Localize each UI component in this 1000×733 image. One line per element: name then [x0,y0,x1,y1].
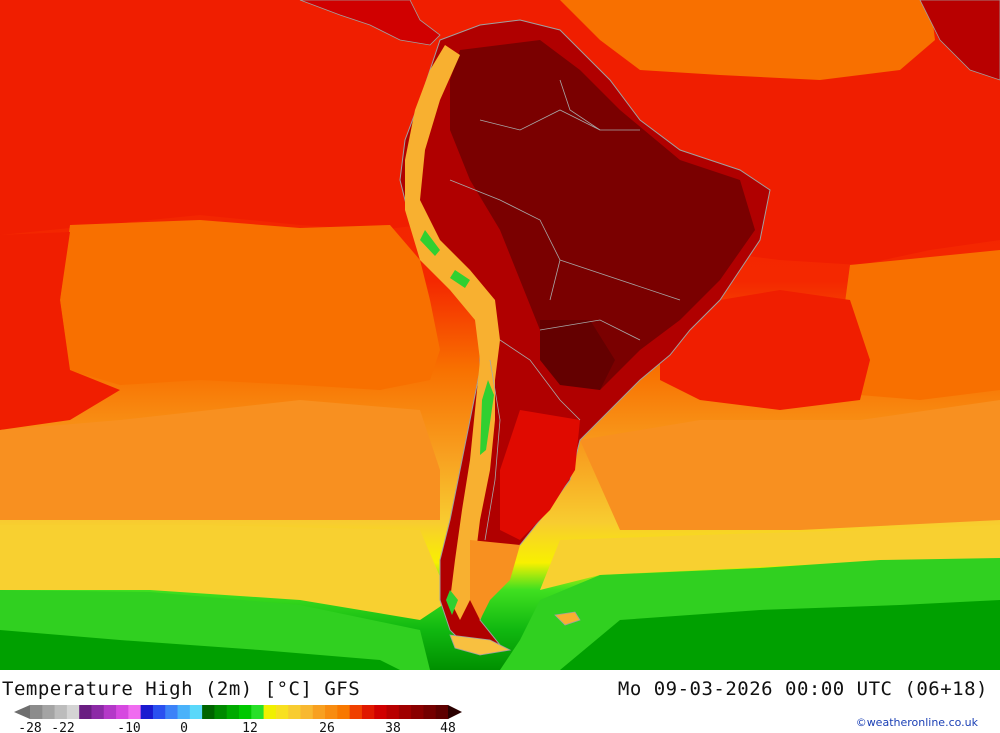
orange-south-band-east [580,400,1000,530]
legend-swatch [214,705,228,719]
legend-swatch [263,705,277,719]
legend-swatch [152,705,166,719]
legend-swatch [374,705,388,719]
legend-swatch [251,705,265,719]
legend-swatch [312,705,326,719]
legend-tick-label: -28 [18,721,41,733]
patagonia [470,540,520,620]
map-title: Temperature High (2m) [°C] GFS [2,678,361,700]
orange-south-atlantic [840,250,1000,400]
red-atlantic-band [660,290,870,410]
central-america [299,0,441,46]
legend-swatch [140,705,154,719]
legend-swatch [91,705,105,719]
legend-swatch [337,705,351,719]
hot-interior-amazon [450,40,755,390]
legend-tick-label: 38 [385,721,401,733]
yellow-south-band [0,525,450,620]
legend-swatch [349,705,363,719]
legend-swatch [325,705,338,719]
legend-swatch [288,705,301,719]
legend-swatch [103,705,117,719]
legend-swatch [226,705,240,719]
legend-swatch [239,705,252,719]
caribbean-island [919,0,1000,81]
credit-link[interactable]: ©weatheronline.co.uk [855,716,978,729]
pampas-red [500,410,580,540]
hot-core-chaco [540,320,615,390]
legend-left-arrow [14,705,30,719]
legend-swatch [398,705,412,719]
orange-east-pacific [60,220,440,390]
yellow-south-band-east [540,525,1000,590]
orange-north-atlantic [560,0,935,80]
legend-tick-label: -10 [117,721,140,733]
tierra-del-fuego [449,634,512,656]
footer [0,670,1000,733]
legend-swatch [177,705,191,719]
red-pacific-band [0,232,120,430]
map-datetime: Mo 09-03-2026 00:00 UTC (06+18) [617,678,988,700]
legend-swatch [423,705,437,719]
legend-swatch [202,705,215,719]
andes-strip [405,45,500,620]
legend-swatch [275,705,289,719]
legend-tick-label: 0 [180,721,188,733]
legend-swatch [66,705,80,719]
legend-swatch [30,705,43,719]
color-legend: -28 -22 -10 0 12 26 38 48 [14,705,462,733]
legend-tick-label: 26 [319,721,335,733]
legend-swatch [361,705,375,719]
legend-swatch [411,705,424,719]
legend-tick-label: -22 [51,721,74,733]
legend-swatch [165,705,179,719]
legend-swatch [54,705,68,719]
country-borders [449,79,681,541]
dark-green-southern-ocean-east [560,600,1000,670]
dark-green-southern-ocean [0,630,400,670]
legend-tick-label: 12 [242,721,258,733]
legend-swatch [386,705,400,719]
falkland-islands [554,611,581,626]
legend-swatch [42,705,56,719]
legend-tick-label: 48 [440,721,456,733]
legend-swatch [116,705,129,719]
legend-swatch [79,705,92,719]
legend-swatch [435,705,449,719]
temperature-map [0,0,1000,670]
legend-swatch [300,705,314,719]
orange-south-band [0,400,440,520]
legend-right-arrow [448,705,462,719]
legend-swatch [189,705,203,719]
legend-swatch [128,705,142,719]
